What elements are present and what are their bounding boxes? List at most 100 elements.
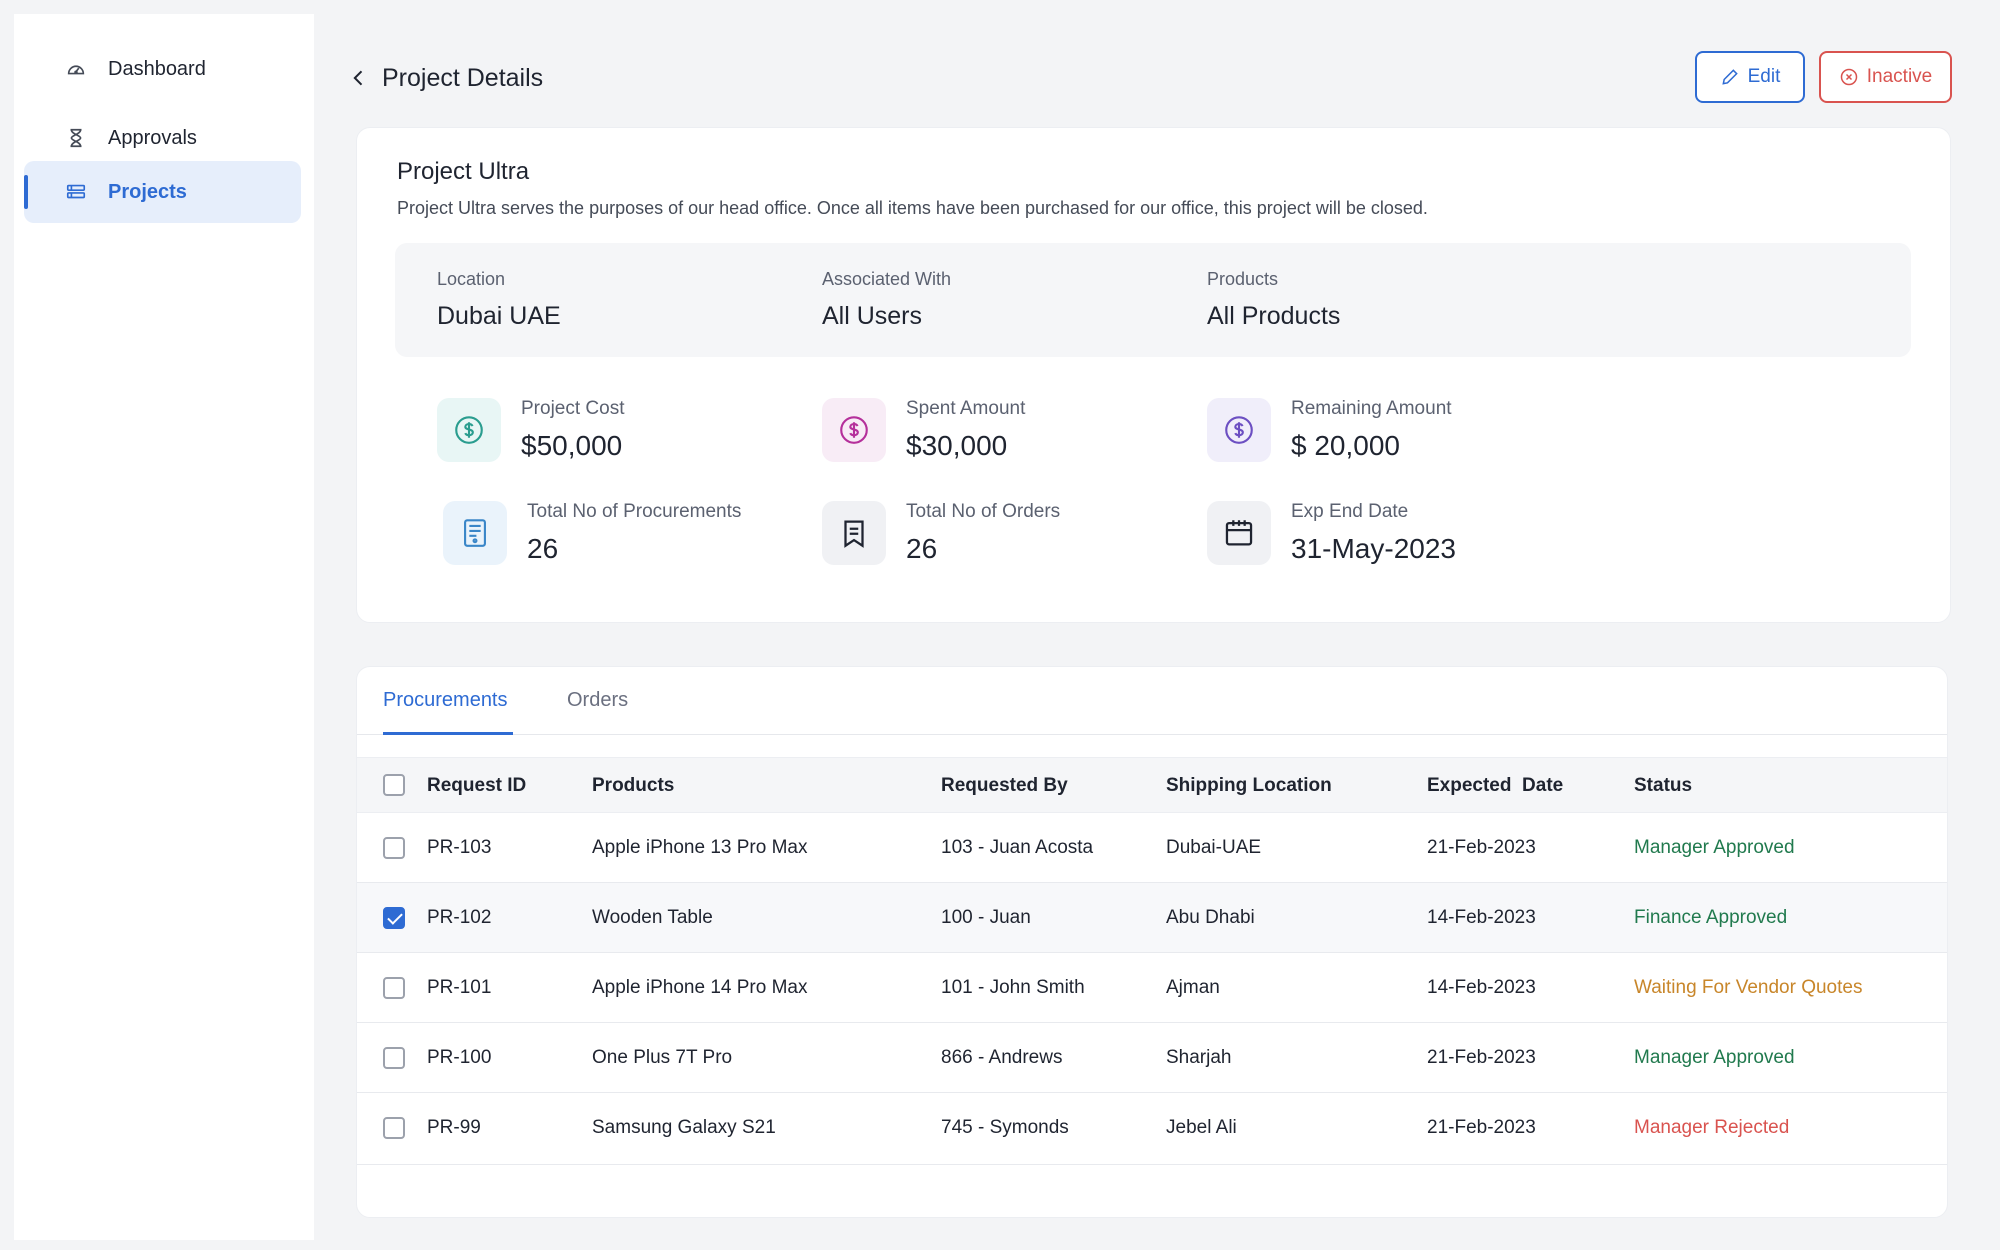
cell-request-id: PR-103 [427,837,492,858]
table-header: Request ID Products Requested By Shippin… [357,757,1947,813]
edit-button[interactable]: Edit [1695,51,1805,103]
row-checkbox[interactable] [383,1117,405,1139]
table-row[interactable]: PR-99 Samsung Galaxy S21 745 - Symonds J… [357,1093,1947,1165]
active-tab-indicator [383,732,513,735]
cell-requested-by: 103 - Juan Acosta [941,837,1094,858]
inactive-button[interactable]: Inactive [1819,51,1952,103]
projects-icon [64,180,88,204]
cell-request-id: PR-99 [427,1117,481,1138]
stat-text: Total No of Orders 26 [906,501,1060,565]
column-header-shipping-location[interactable]: Shipping Location [1166,775,1332,796]
table-row[interactable]: PR-101 Apple iPhone 14 Pro Max 101 - Joh… [357,953,1947,1023]
project-cost-value: $50,000 [521,430,623,461]
cell-requested-by: 101 - John Smith [941,977,1085,998]
tab-procurements[interactable]: Procurements [383,689,508,711]
cell-expected-date: 14-Feb-2023 [1427,977,1536,998]
cell-requested-by: 100 - Juan [941,907,1031,928]
cell-expected-date: 21-Feb-2023 [1427,1117,1536,1138]
end-date-value: 31-May-2023 [1291,533,1456,564]
select-all-checkbox[interactable] [383,774,405,796]
sidebar-item-approvals[interactable]: Approvals [24,107,301,169]
tab-orders[interactable]: Orders [567,689,629,711]
location-label: Location [437,269,506,289]
status-badge: Manager Approved [1634,837,1795,858]
dashboard-gauge-icon [64,57,88,81]
location-value: Dubai UAE [437,302,561,330]
tab-bar: Procurements Orders [357,667,1947,735]
stat-text: Remaining Amount $ 20,000 [1291,398,1452,462]
stat-text: Spent Amount $30,000 [906,398,1025,462]
products-label: Products [1207,269,1279,289]
edit-button-label: Edit [1747,66,1781,87]
cell-expected-date: 14-Feb-2023 [1427,907,1536,928]
cell-product: Apple iPhone 13 Pro Max [592,837,808,858]
spent-amount-label: Spent Amount [906,398,1026,419]
table-row[interactable]: PR-102 Wooden Table 100 - Juan Abu Dhabi… [357,883,1947,953]
dollar-circle-icon [1207,398,1271,462]
cell-product: Wooden Table [592,907,713,928]
column-header-requested-by[interactable]: Requested By [941,775,1068,796]
receipt-icon [822,501,886,565]
cell-expected-date: 21-Feb-2023 [1427,837,1536,858]
document-icon [443,501,507,565]
cell-requested-by: 866 - Andrews [941,1047,1063,1068]
cell-product: Apple iPhone 14 Pro Max [592,977,808,998]
column-header-status[interactable]: Status [1634,775,1693,796]
status-badge: Waiting For Vendor Quotes [1634,977,1863,998]
sidebar-item-label: Projects [108,180,187,203]
sidebar-item-label: Approvals [108,126,197,149]
pencil-icon [1720,67,1740,87]
cell-shipping-location: Dubai-UAE [1166,837,1262,858]
row-checkbox[interactable] [383,977,405,999]
orders-label: Total No of Orders [906,501,1061,522]
products-info: Products All Products [1207,269,1340,331]
column-header-products[interactable]: Products [592,775,675,796]
circle-x-icon [1839,67,1859,87]
cell-product: One Plus 7T Pro [592,1047,733,1068]
procurements-table-card: Procurements Orders Request ID Products … [356,666,1948,1218]
column-header-request-id[interactable]: Request ID [427,775,527,796]
status-badge: Manager Approved [1634,1047,1795,1068]
row-checkbox[interactable] [383,837,405,859]
inactive-button-label: Inactive [1866,66,1933,87]
sidebar-item-projects[interactable]: Projects [24,161,301,223]
page-title: Project Details [382,63,544,92]
end-date-label: Exp End Date [1291,501,1409,522]
associated-label: Associated With [822,269,952,289]
cell-request-id: PR-101 [427,977,492,998]
column-header-expected-date[interactable]: Expected Date [1427,775,1564,796]
hourglass-icon [64,126,88,150]
page-header: Project Details [346,58,543,98]
cell-product: Samsung Galaxy S21 [592,1117,776,1138]
cell-requested-by: 745 - Symonds [941,1117,1069,1138]
spent-amount-value: $30,000 [906,430,1008,461]
project-info-strip: Location Dubai UAE Associated With All U… [395,243,1911,357]
row-checkbox[interactable] [383,907,405,929]
sidebar-item-dashboard[interactable]: Dashboard [24,38,301,100]
project-name: Project Ultra [397,158,530,185]
calendar-icon [1207,501,1271,565]
cell-request-id: PR-100 [427,1047,492,1068]
procurements-value: 26 [527,533,559,564]
project-details-card: Project Ultra Project Ultra serves the p… [356,127,1951,623]
dollar-circle-icon [437,398,501,462]
stat-text: Total No of Procurements 26 [527,501,741,565]
project-description: Project Ultra serves the purposes of our… [397,198,1428,218]
cell-shipping-location: Sharjah [1166,1047,1232,1068]
associated-info: Associated With All Users [822,269,951,331]
location-info: Location Dubai UAE [437,269,561,331]
table-row[interactable]: PR-103 Apple iPhone 13 Pro Max 103 - Jua… [357,813,1947,883]
remaining-amount-value: $ 20,000 [1291,430,1400,461]
stat-remaining-amount: Remaining Amount $ 20,000 [1207,398,1452,462]
sidebar-item-label: Dashboard [108,57,206,80]
remaining-amount-label: Remaining Amount [1291,398,1452,419]
stat-project-cost: Project Cost $50,000 [437,398,624,462]
table-row[interactable]: PR-100 One Plus 7T Pro 866 - Andrews Sha… [357,1023,1947,1093]
stat-exp-end-date: Exp End Date 31-May-2023 [1207,501,1456,565]
cell-request-id: PR-102 [427,907,492,928]
cell-shipping-location: Jebel Ali [1166,1117,1237,1138]
back-arrow-icon[interactable] [346,65,372,91]
cell-shipping-location: Ajman [1166,977,1220,998]
status-badge: Finance Approved [1634,907,1788,928]
row-checkbox[interactable] [383,1047,405,1069]
